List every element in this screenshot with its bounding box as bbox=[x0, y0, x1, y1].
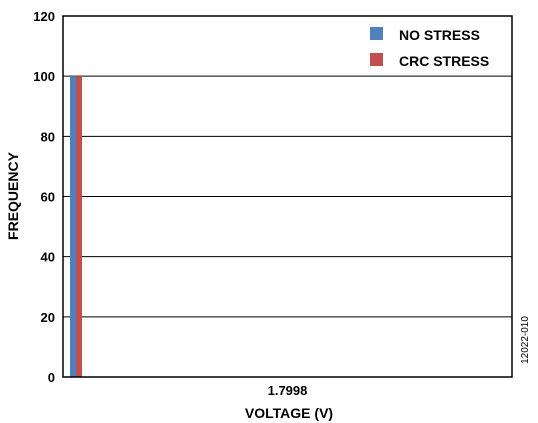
y-tick-label: 80 bbox=[41, 129, 55, 144]
figure-id: 12022-010 bbox=[520, 316, 531, 364]
bar-crc-stress bbox=[76, 76, 82, 378]
y-tick-label: 40 bbox=[41, 250, 55, 265]
bars bbox=[70, 76, 82, 378]
y-tick-label: 100 bbox=[33, 69, 55, 84]
legend-label: NO STRESS bbox=[399, 27, 480, 43]
legend-label: CRC STRESS bbox=[399, 53, 489, 69]
x-tick-labels: 1.7998 bbox=[268, 383, 308, 398]
y-tick-labels: 0 20 40 60 80 100 120 bbox=[33, 9, 55, 385]
y-tick-label: 60 bbox=[41, 190, 55, 205]
x-axis-title: VOLTAGE (V) bbox=[245, 405, 333, 421]
gridlines bbox=[63, 75, 512, 318]
plot-frame bbox=[62, 15, 513, 378]
legend: NO STRESS CRC STRESS bbox=[370, 27, 489, 69]
bar-no-stress bbox=[70, 76, 76, 378]
y-tick-label: 120 bbox=[33, 9, 55, 24]
x-tick-label: 1.7998 bbox=[268, 383, 308, 398]
legend-swatch bbox=[370, 53, 383, 66]
legend-swatch bbox=[370, 27, 383, 40]
y-tick-label: 0 bbox=[48, 370, 55, 385]
y-axis-title: FREQUENCY bbox=[5, 151, 21, 240]
y-tick-label: 20 bbox=[41, 310, 55, 325]
